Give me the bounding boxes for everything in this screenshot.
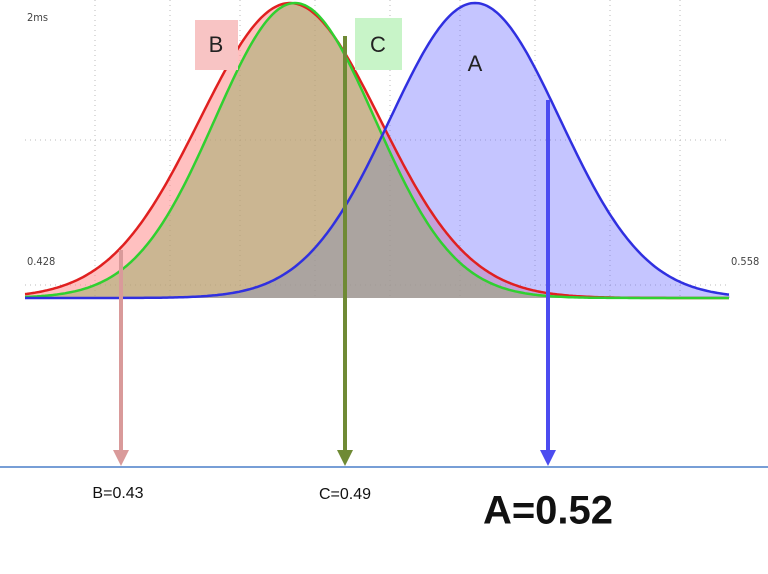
label-box-c [355, 18, 402, 70]
curve-a [25, 1, 730, 300]
curve-label-b: B [209, 32, 224, 57]
left-axis-label: 0.428 [27, 255, 55, 268]
result-b: B=0.43 [92, 485, 143, 502]
result-a: A=0.52 [483, 489, 613, 533]
area-a [25, 3, 730, 298]
area-c [25, 3, 730, 298]
curve-c [24, 1, 729, 300]
curve-label-a: A [468, 51, 483, 76]
right-axis-label: 0.558 [731, 255, 759, 268]
arrow-head-a [540, 450, 556, 466]
label-box-b [195, 20, 238, 70]
area-b [25, 3, 730, 298]
curves [24, 1, 730, 300]
arrow-head-b [113, 450, 129, 466]
result-c: C=0.49 [319, 486, 371, 503]
curve-label-c: C [370, 32, 386, 57]
arrow-head-c [337, 450, 353, 466]
unit-label: 2ms [27, 11, 48, 24]
